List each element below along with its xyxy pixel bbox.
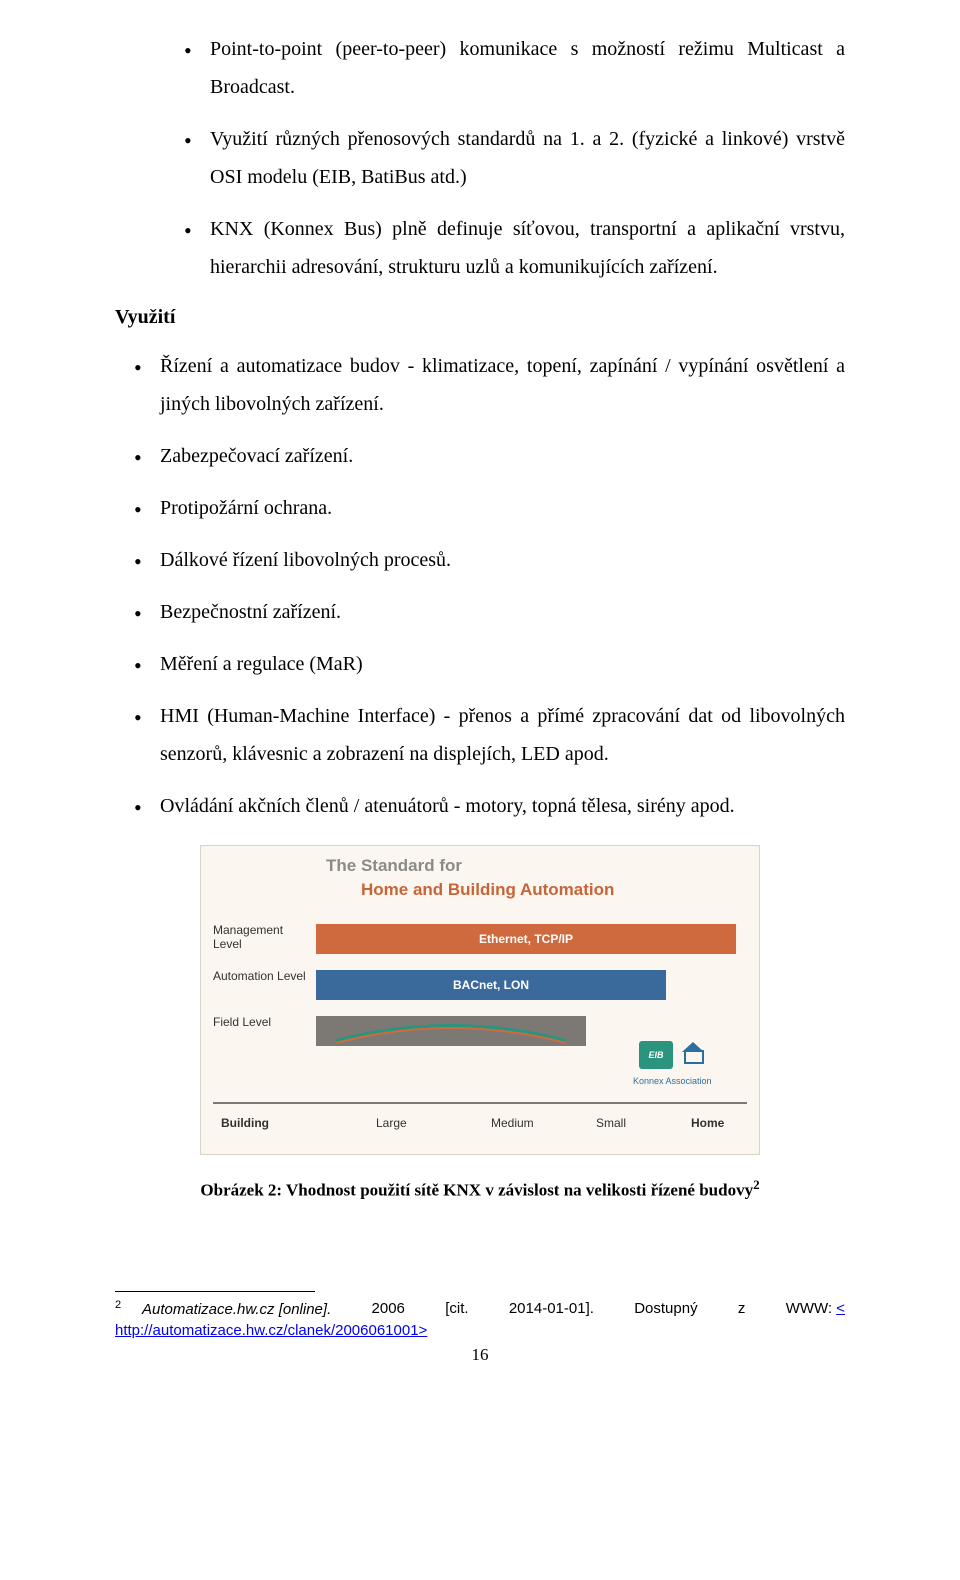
axis-label: Home [691, 1116, 724, 1130]
row-label: Automation Level [213, 970, 308, 984]
association-label: Konnex Association [633, 1076, 712, 1086]
row-bar: BACnet, LON [316, 970, 666, 1000]
list-item: Protipožární ochrana. [160, 489, 845, 527]
list-item: Řízení a automatizace budov - klimatizac… [160, 347, 845, 423]
axis-label: Large [376, 1116, 407, 1130]
list-item: Zabezpečovací zařízení. [160, 437, 845, 475]
row-bar [316, 1016, 586, 1046]
axis-label: Small [596, 1116, 626, 1130]
axis-rule [213, 1102, 747, 1104]
figure-caption: Obrázek 2: Vhodnost použití sítě KNX v z… [200, 1177, 760, 1201]
list-item: Dálkové řízení libovolných procesů. [160, 541, 845, 579]
footnote-source: Automatizace.hw.cz [online]. [142, 1301, 331, 1318]
footnote-text: 2006 [372, 1298, 405, 1320]
caption-superscript: 2 [753, 1177, 760, 1192]
figure-title-2: Home and Building Automation [361, 880, 614, 900]
list-item: Měření a regulace (MaR) [160, 645, 845, 683]
house-icon [681, 1042, 703, 1064]
footnote-text: [cit. [445, 1298, 468, 1320]
list-item: Využití různých přenosových standardů na… [210, 120, 845, 196]
row-label: Management Level [213, 924, 308, 952]
footnote-text: Dostupný [634, 1298, 697, 1320]
footnote-text: 2014-01-01]. [509, 1298, 594, 1320]
caption-text: Obrázek 2: Vhodnost použití sítě KNX v z… [200, 1181, 753, 1200]
figure-title-1: The Standard for [326, 856, 462, 876]
list-item: Point-to-point (peer-to-peer) komunikace… [210, 30, 845, 106]
footnote-text: z [738, 1298, 746, 1320]
footnote-separator [115, 1291, 315, 1292]
footnote-link[interactable]: http://automatizace.hw.cz/clanek/2006061… [115, 1322, 427, 1339]
list-item: KNX (Konnex Bus) plně definuje síťovou, … [210, 210, 845, 286]
section-heading: Využití [115, 306, 845, 329]
row-bar: Ethernet, TCP/IP [316, 924, 736, 954]
footnote-link[interactable]: < [836, 1300, 845, 1317]
eib-logo-text: EIB [648, 1050, 663, 1060]
footnote-text: WWW: [786, 1300, 832, 1317]
footnote-number: 2 [115, 1299, 121, 1311]
page-number: 16 [115, 1345, 845, 1365]
figure-image: The Standard for Home and Building Autom… [200, 845, 760, 1155]
list-item: HMI (Human-Machine Interface) - přenos a… [160, 697, 845, 773]
axis-label: Medium [491, 1116, 534, 1130]
figure: The Standard for Home and Building Autom… [200, 845, 760, 1201]
footnote: 2 Automatizace.hw.cz [online]. 2006 [cit… [115, 1298, 845, 1341]
list-item: Bezpečnostní zařízení. [160, 593, 845, 631]
document-page: Point-to-point (peer-to-peer) komunikace… [0, 0, 960, 1580]
bullet-list-top: Point-to-point (peer-to-peer) komunikace… [115, 30, 845, 286]
axis-header: Building [221, 1116, 269, 1130]
row-label: Field Level [213, 1016, 308, 1030]
list-item: Ovládání akčních členů / atenuátorů - mo… [160, 787, 845, 825]
eib-logo-icon: EIB [639, 1041, 673, 1069]
bullet-list-usage: Řízení a automatizace budov - klimatizac… [115, 347, 845, 825]
